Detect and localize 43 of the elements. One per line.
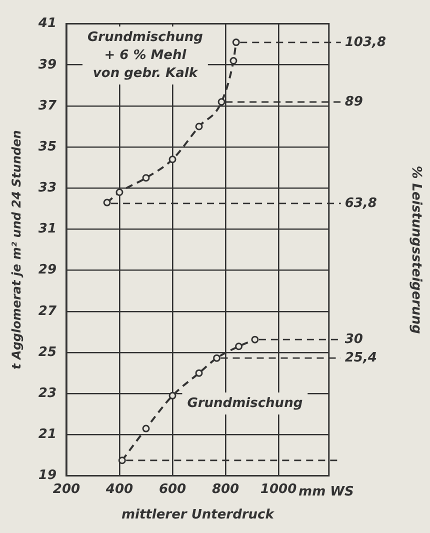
y-tick-label: 31 <box>38 222 56 237</box>
x-tick-label: 400 <box>104 482 134 497</box>
x-axis-title: mittlerer Unterdruck <box>121 508 276 523</box>
point <box>213 354 221 362</box>
point <box>195 122 203 130</box>
x-tick-label: 800 <box>212 482 240 497</box>
y2-tick-label: 63,8 <box>344 196 377 211</box>
y-axis-title: t Agglomerat je m² und 24 Stunden <box>9 130 24 370</box>
y-tick-label: 19 <box>38 468 56 484</box>
point <box>235 342 243 350</box>
point <box>142 174 150 182</box>
point <box>230 57 238 65</box>
y-tick-label: 37 <box>38 98 58 114</box>
point <box>168 392 176 400</box>
y2-axis-title: % Leistungssteigerung <box>408 166 424 334</box>
point <box>116 188 124 196</box>
point <box>118 456 126 464</box>
y-tick-label: 27 <box>38 304 58 319</box>
x-tick-label: 1000 <box>260 482 297 497</box>
text: mm WS <box>298 484 354 500</box>
x-tick-label: 200 <box>52 482 80 497</box>
y-tick-label: 35 <box>38 139 56 154</box>
y-tick-label: 21 <box>38 427 56 442</box>
series-label: Grundmischung + 6 % Mehl von gebr. Kalk <box>87 30 203 81</box>
point <box>232 38 240 46</box>
y-tick-label: 41 <box>37 16 56 32</box>
point <box>251 336 259 344</box>
y2-tick-label: 103,8 <box>344 34 386 50</box>
y2-tick-label: 30 <box>344 332 363 347</box>
y-tick-label: 23 <box>38 386 56 401</box>
x-tick-label: 600 <box>158 482 186 497</box>
point <box>218 98 226 106</box>
y2-tick-label: 25,4 <box>344 350 377 366</box>
y-tick-label: 25 <box>38 344 56 360</box>
series-label: Grundmischung <box>187 396 303 411</box>
y-tick-label: 39 <box>38 57 56 72</box>
point <box>168 156 176 164</box>
point <box>103 198 111 206</box>
y2-tick-label: 89 <box>344 94 363 110</box>
point <box>195 369 203 377</box>
y-tick-label: 29 <box>38 262 56 278</box>
y-tick-label: 33 <box>38 180 56 196</box>
point <box>142 424 150 432</box>
